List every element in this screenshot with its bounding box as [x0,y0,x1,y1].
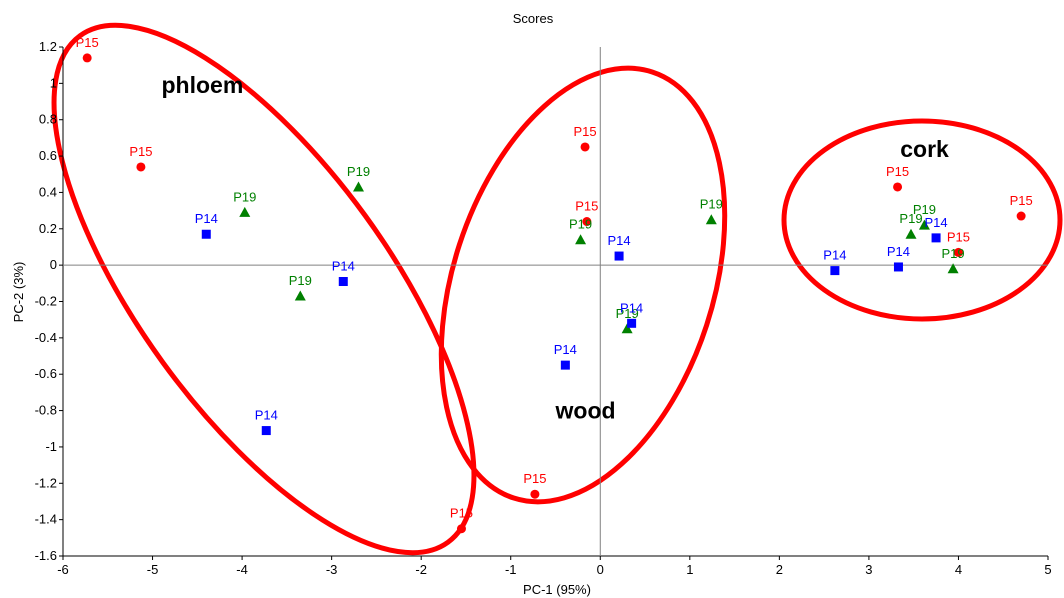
point-label: P19 [616,306,639,321]
data-points [82,53,1026,534]
point-label: P19 [569,217,592,232]
point-label: P14 [195,211,218,226]
x-tick-label: -2 [415,562,427,577]
point-triangle [621,323,633,334]
point-circle [456,524,466,534]
point-circle [136,162,146,172]
point-label: P19 [289,273,312,288]
point-label: P15 [575,199,598,214]
y-tick-label: 0.2 [39,221,57,236]
point-circle [893,182,903,192]
point-triangle [575,234,587,245]
x-tick-label: -1 [505,562,517,577]
point-square [261,426,271,436]
y-tick-label: -1 [45,439,57,454]
point-label: P15 [886,164,909,179]
x-tick-label: 3 [865,562,872,577]
x-tick-label: 0 [597,562,604,577]
x-tick-label: 4 [955,562,962,577]
group-label-cork: cork [900,136,949,162]
x-tick-label: -6 [57,562,69,577]
point-triangle [353,181,364,192]
point-circle [82,53,92,63]
point-circle [582,217,592,227]
x-axis-title: PC-1 (95%) [523,582,591,597]
point-square [614,251,624,261]
point-circle [953,247,963,257]
y-tick-label: 0.8 [39,112,57,127]
point-circle [530,489,540,499]
point-label: P15 [947,229,970,244]
x-tick-label: -4 [236,562,248,577]
point-triangle [905,228,917,239]
point-label: P19 [942,246,965,261]
point-triangle [918,219,930,230]
point-label: P14 [255,408,278,423]
point-label: P15 [573,124,596,139]
point-label: P14 [608,233,631,248]
point-triangle [705,214,717,225]
point-square [627,318,637,328]
y-tick-label: -1.4 [35,512,57,527]
y-tick-label: 0 [50,257,57,272]
point-label: P14 [823,248,846,263]
chart-title: Scores [513,11,554,26]
y-tick-label: -0.4 [35,330,57,345]
point-triangle [947,263,959,274]
y-tick-label: -0.6 [35,366,57,381]
group-label-wood: wood [555,398,616,424]
point-label: P19 [347,164,370,179]
y-axis-title: PC-2 (3%) [11,262,26,323]
y-tick-label: -1.2 [35,475,57,490]
point-label: P14 [332,259,355,274]
y-tick-label: -0.2 [35,294,57,309]
x-tick-label: 1 [686,562,693,577]
point-label: P15 [450,506,473,521]
group-label-phloem: phloem [162,72,244,98]
phloem-ellipse [51,22,477,556]
y-tick-label: -0.8 [35,403,57,418]
y-tick-label: -1.6 [35,548,57,563]
point-square [931,233,941,243]
point-square [201,229,211,239]
y-tick-label: 1 [50,75,57,90]
point-label: P19 [700,197,723,212]
tick-labels: -6 -5 -4 -3 -2 -1 0 1 2 3 4 5 1.2 1 0.8 0.6 0.4 0.2 0 -0.2 -… [35,39,1052,577]
point-square [893,262,903,272]
group-labels: phloem wood cork [162,72,950,423]
point-square [830,266,840,276]
y-tick-label: 0.4 [39,184,57,199]
point-label: P15 [523,471,546,486]
y-tick-label: 1.2 [39,39,57,54]
y-tick-label: 0.6 [39,148,57,163]
point-square [338,277,348,287]
point-label: P19 [913,202,936,217]
point-circle [580,142,590,152]
x-tick-label: -5 [147,562,159,577]
point-circle [1016,211,1026,221]
point-label: P14 [620,300,643,315]
x-tick-label: -3 [326,562,338,577]
wood-ellipse [438,65,728,505]
point-label: P14 [924,215,947,230]
point-triangle [239,206,251,217]
point-label: P15 [129,144,152,159]
cork-ellipse [781,118,1063,322]
x-tick-label: 2 [776,562,783,577]
point-square [560,360,570,370]
point-labels: P15P15P15P15P15P15P15P15P15P19P19P19P19P… [76,35,1033,521]
point-label: P19 [233,189,256,204]
point-label: P15 [1010,193,1033,208]
point-label: P14 [887,244,910,259]
point-triangle [294,290,306,301]
x-tick-label: 5 [1044,562,1051,577]
point-label: P14 [554,342,577,357]
point-label: P15 [76,35,99,50]
point-label: P19 [899,211,922,226]
